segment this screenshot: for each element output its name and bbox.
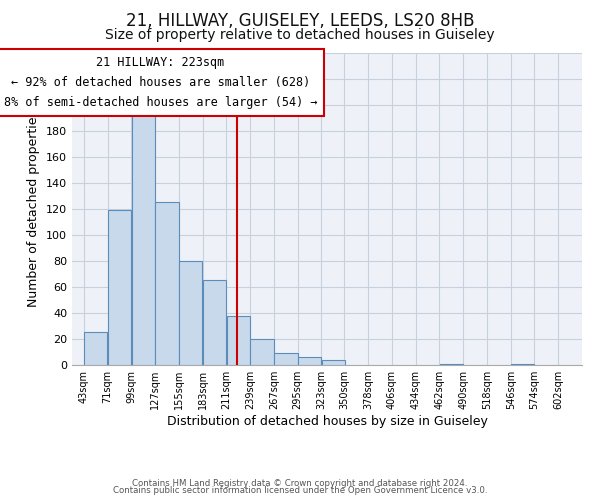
Bar <box>322 360 345 365</box>
Bar <box>203 280 226 365</box>
Bar <box>155 202 179 365</box>
Bar <box>511 364 534 365</box>
Text: 21 HILLWAY: 223sqm
← 92% of detached houses are smaller (628)
8% of semi-detache: 21 HILLWAY: 223sqm ← 92% of detached hou… <box>4 56 317 110</box>
Text: Contains public sector information licensed under the Open Government Licence v3: Contains public sector information licen… <box>113 486 487 495</box>
Bar <box>84 332 107 365</box>
Bar <box>250 339 274 365</box>
X-axis label: Distribution of detached houses by size in Guiseley: Distribution of detached houses by size … <box>167 415 487 428</box>
Bar <box>274 354 298 365</box>
Bar <box>298 357 321 365</box>
Bar <box>131 107 155 365</box>
Text: 21, HILLWAY, GUISELEY, LEEDS, LS20 8HB: 21, HILLWAY, GUISELEY, LEEDS, LS20 8HB <box>126 12 474 30</box>
Bar <box>227 316 250 365</box>
Bar <box>440 364 463 365</box>
Bar <box>108 210 131 365</box>
Bar <box>179 261 202 365</box>
Text: Size of property relative to detached houses in Guiseley: Size of property relative to detached ho… <box>105 28 495 42</box>
Y-axis label: Number of detached properties: Number of detached properties <box>28 110 40 307</box>
Text: Contains HM Land Registry data © Crown copyright and database right 2024.: Contains HM Land Registry data © Crown c… <box>132 478 468 488</box>
